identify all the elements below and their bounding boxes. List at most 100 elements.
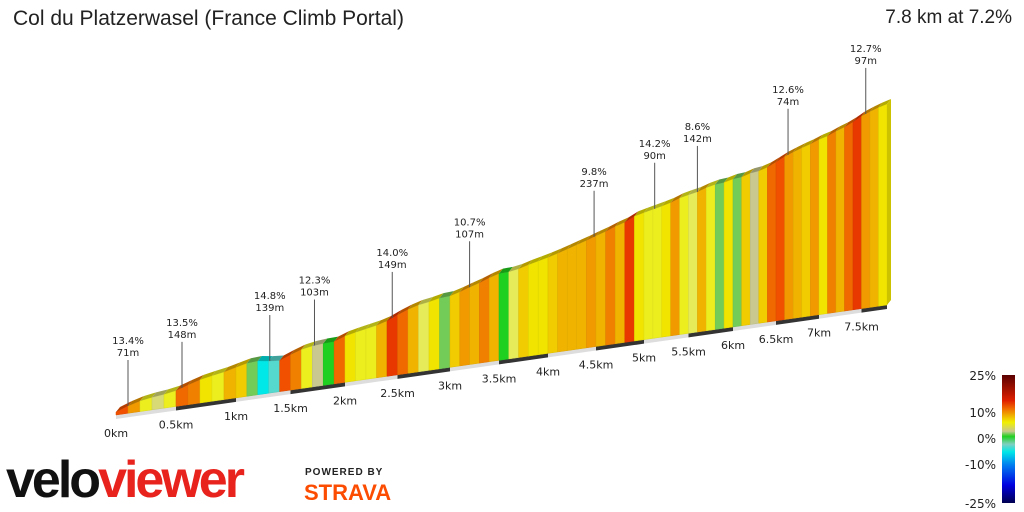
annotation-length: 148m [168,330,197,341]
gradient-segment [758,166,768,324]
annotation-gradient: 10.7% [454,217,486,228]
segment-top-face [479,272,494,283]
baseline-strip [345,374,398,387]
segment-top-face [715,177,729,185]
annotation-gradient: 12.7% [850,44,882,55]
segment-top-face [596,226,610,236]
gradient-segment [827,130,837,314]
x-tick-label: 4km [536,365,560,378]
annotation-gradient: 9.8% [581,167,606,178]
segment-top-face [408,300,423,310]
segment-top-face [801,139,815,148]
gradient-segment [861,111,871,309]
gradient-segment [605,226,616,346]
segment-top-face [615,217,629,227]
annotation-gradient: 14.0% [376,248,408,259]
baseline-strip [819,308,862,319]
baseline-strip [499,353,548,365]
annotation-length: 97m [855,56,877,67]
segment-top-face [508,263,523,272]
annotation-gradient: 14.8% [254,291,286,302]
annotation-gradient: 13.4% [112,336,144,347]
segment-top-face [334,331,349,342]
segment-top-face [140,392,156,402]
baseline-strip [644,333,689,344]
gradient-segment [246,360,259,397]
gradient-legend-bar [1002,375,1015,503]
legend-label: -25% [965,497,996,511]
segment-top-face [576,235,591,245]
veloviewer-logo: veloviewer [6,451,245,509]
segment-top-face [634,207,648,217]
segment-top-face [200,370,216,380]
x-tick-label: 5km [632,352,656,365]
gradient-segment [643,209,654,340]
segment-top-face [164,385,180,395]
gradient-segment [257,360,269,396]
segment-top-face [528,256,543,265]
x-tick-label: 4.5km [579,359,614,372]
gradient-segment [547,253,558,354]
segment-top-face [688,186,702,195]
x-tick-label: 5.5km [671,345,706,358]
segment-top-face [661,197,675,207]
gradient-segment [688,191,698,334]
segment-top-face [152,389,168,398]
gradient-segment [322,341,335,386]
segment-top-face [236,358,251,368]
legend-label: 25% [969,369,996,383]
segment-top-face [301,341,317,350]
x-tick-label: 0km [104,427,128,440]
segment-top-face [212,367,228,376]
gradient-segment [835,126,845,313]
x-tick-label: 1km [224,410,248,423]
annotation-gradient: 12.3% [299,276,331,287]
segment-top-face [844,116,857,128]
gradient-segment [235,362,248,399]
segment-top-face [224,362,240,373]
gradient-segment [714,182,725,330]
gradient-segment [397,309,409,376]
baseline-strip [450,360,499,372]
annotation-length: 90m [643,151,665,162]
climb-title: Col du Platzerwasel (France Climb Portal… [13,7,404,30]
segment-top-face [827,126,840,137]
segment-top-face [750,166,763,174]
annotation-length: 103m [300,288,329,299]
segment-top-face [853,111,866,122]
gradient-segment [479,277,490,364]
segment-top-face [741,168,755,178]
baseline-strip [596,339,644,351]
gradient-segment [784,151,794,320]
segment-top-face [557,244,572,254]
gradient-segment [852,115,862,311]
powered-by-label: POWERED BY [305,467,384,478]
gradient-segment [268,360,280,394]
gradient-segment [706,184,716,332]
segment-top-face [499,266,513,274]
segment-top-face [644,204,657,213]
gradient-segment [537,257,549,356]
gradient-segment [732,176,742,328]
segment-top-face [345,327,360,337]
gradient-segment [301,345,313,389]
segment-top-face [469,277,484,288]
segment-top-face [366,320,381,329]
annotation-gradient: 12.6% [772,85,804,96]
x-tick-label: 7km [807,327,831,340]
gradient-segment [697,187,707,333]
segment-top-face [793,142,806,153]
x-tick-label: 1.5km [273,402,308,415]
logo-viewer: viewer [98,451,245,509]
gradient-segment [818,135,828,315]
segment-top-face [355,323,370,333]
gradient-segment [792,147,803,319]
gradient-segment [844,121,854,312]
gradient-segment [518,264,529,358]
gradient-segment [810,139,820,317]
segment-top-face [652,201,666,210]
segment-top-face [268,355,284,362]
segment-top-face [697,182,711,192]
segment-top-face [128,396,144,407]
